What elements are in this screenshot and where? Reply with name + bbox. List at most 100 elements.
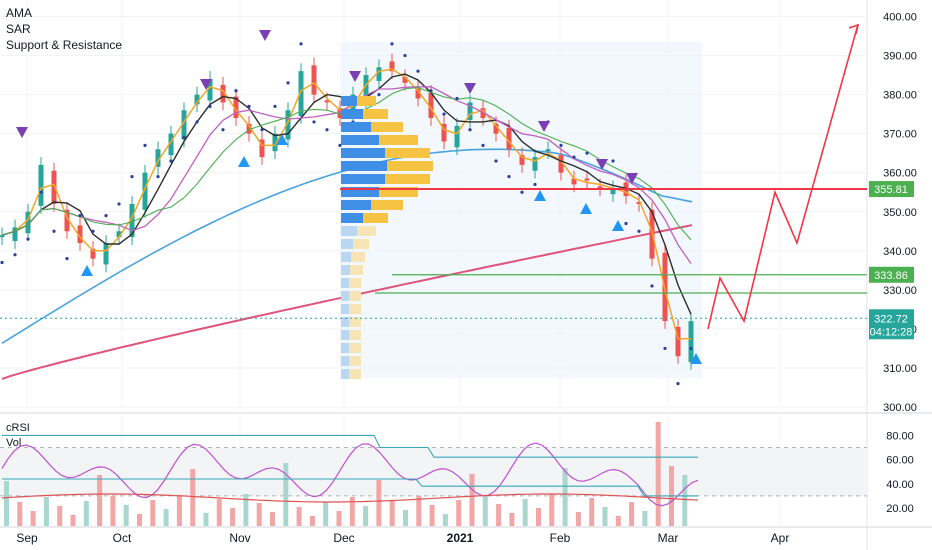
volume-bar bbox=[549, 494, 555, 526]
candle-body bbox=[545, 149, 551, 152]
sar-dot bbox=[468, 128, 472, 132]
vp-bar-up bbox=[341, 278, 349, 288]
vp-bar-down bbox=[385, 148, 430, 158]
vp-bar-up bbox=[341, 109, 363, 119]
price-tag-resistance: 355.81 bbox=[874, 184, 908, 196]
vp-bar-down bbox=[371, 200, 403, 210]
sar-dot bbox=[377, 93, 381, 97]
sar-dot bbox=[182, 135, 186, 140]
candle-body bbox=[64, 209, 70, 232]
volume-bar bbox=[256, 503, 262, 526]
candle-body bbox=[12, 227, 18, 242]
vp-bar-down bbox=[350, 265, 363, 275]
vp-bar-down bbox=[349, 343, 361, 353]
volume-ma-line bbox=[1, 493, 699, 503]
sell-signal-icon bbox=[259, 30, 271, 41]
osc-y-tick-20: 20.00 bbox=[886, 503, 914, 515]
legend-sar: SAR bbox=[6, 22, 31, 36]
y-tick-350: 350.00 bbox=[883, 207, 917, 219]
x-tick-Oct: Oct bbox=[113, 531, 132, 545]
volume-bar bbox=[363, 506, 369, 526]
vp-bar-up bbox=[341, 343, 349, 353]
x-tick-2021: 2021 bbox=[447, 531, 474, 545]
candle-body bbox=[181, 110, 187, 140]
volume-bar bbox=[97, 475, 103, 526]
vp-bar-down bbox=[349, 291, 361, 301]
y-tick-310: 310.00 bbox=[883, 363, 917, 375]
candle-body bbox=[688, 321, 694, 363]
sar-dot bbox=[572, 155, 576, 159]
legend-ama: AMA bbox=[6, 6, 33, 20]
candle-body bbox=[142, 172, 148, 210]
volume-bar bbox=[429, 505, 435, 526]
volume-bar bbox=[376, 480, 382, 526]
volume-bar bbox=[496, 504, 502, 526]
candle-body bbox=[506, 127, 512, 150]
vp-bar-down bbox=[371, 122, 403, 132]
vp-bar-up bbox=[341, 226, 357, 236]
sar-dot bbox=[390, 42, 394, 46]
candle-body bbox=[363, 75, 369, 101]
osc-y-tick-60: 60.00 bbox=[886, 455, 914, 467]
sar-dot bbox=[65, 257, 69, 261]
volume-bar bbox=[309, 516, 315, 526]
candle-body bbox=[77, 225, 83, 243]
price-tag-resistance-bg bbox=[869, 181, 914, 198]
vp-bar-up bbox=[341, 213, 363, 223]
crsi-lower-band bbox=[2, 478, 698, 497]
volume-bar bbox=[203, 513, 209, 526]
candle-body bbox=[38, 164, 44, 206]
legend-support-resistance: Support & Resistance bbox=[6, 38, 123, 52]
candle-body bbox=[532, 157, 538, 171]
volume-bar bbox=[57, 506, 63, 526]
buy-signal-icon bbox=[580, 203, 592, 214]
candle-body bbox=[610, 188, 616, 195]
candle-body bbox=[389, 61, 395, 72]
vp-bar-up bbox=[341, 161, 387, 171]
sar-dot bbox=[559, 143, 563, 147]
vp-bar-down bbox=[349, 330, 361, 340]
vp-bar-down bbox=[349, 356, 361, 366]
vp-bar-down bbox=[363, 109, 388, 119]
sar-dot bbox=[13, 253, 17, 257]
sar-dot bbox=[611, 159, 615, 163]
candle-body bbox=[233, 96, 239, 119]
vp-bar-down bbox=[385, 174, 430, 184]
sar-dot bbox=[494, 159, 498, 163]
sar-dot bbox=[117, 202, 121, 206]
volume-bar bbox=[83, 501, 89, 526]
sar-dot bbox=[52, 229, 56, 233]
candle-body bbox=[298, 71, 304, 117]
volume-bar bbox=[216, 499, 222, 526]
volume-bar bbox=[442, 514, 448, 526]
candle-body bbox=[415, 88, 421, 99]
candle-body bbox=[155, 149, 161, 167]
volume-bar bbox=[416, 496, 422, 526]
y-tick-340: 340.00 bbox=[883, 246, 917, 258]
candle-body bbox=[519, 155, 525, 165]
sar-dot bbox=[650, 284, 654, 288]
projection-arrow-head bbox=[848, 23, 860, 35]
sar-dot bbox=[403, 53, 407, 58]
candle-body bbox=[168, 133, 174, 156]
vp-bar-up bbox=[341, 135, 379, 145]
vp-bar-up bbox=[341, 122, 371, 132]
candle-body bbox=[220, 84, 226, 103]
sar-dot bbox=[39, 190, 43, 194]
volume-bar bbox=[522, 499, 528, 526]
vp-bar-up bbox=[341, 148, 385, 158]
y-tick-300: 300.00 bbox=[883, 402, 917, 414]
volume-bar bbox=[509, 513, 515, 526]
sar-dot bbox=[507, 175, 511, 179]
volume-bar bbox=[17, 502, 23, 526]
volume-bar bbox=[655, 422, 661, 526]
sar-dot bbox=[234, 89, 238, 93]
candle-body bbox=[428, 92, 434, 119]
sar-dot bbox=[325, 128, 329, 132]
vp-bar-up bbox=[341, 187, 379, 197]
volume-bar bbox=[575, 512, 581, 526]
vp-bar-down bbox=[351, 252, 365, 262]
candle-body bbox=[103, 242, 109, 265]
volume-bar bbox=[283, 463, 289, 526]
